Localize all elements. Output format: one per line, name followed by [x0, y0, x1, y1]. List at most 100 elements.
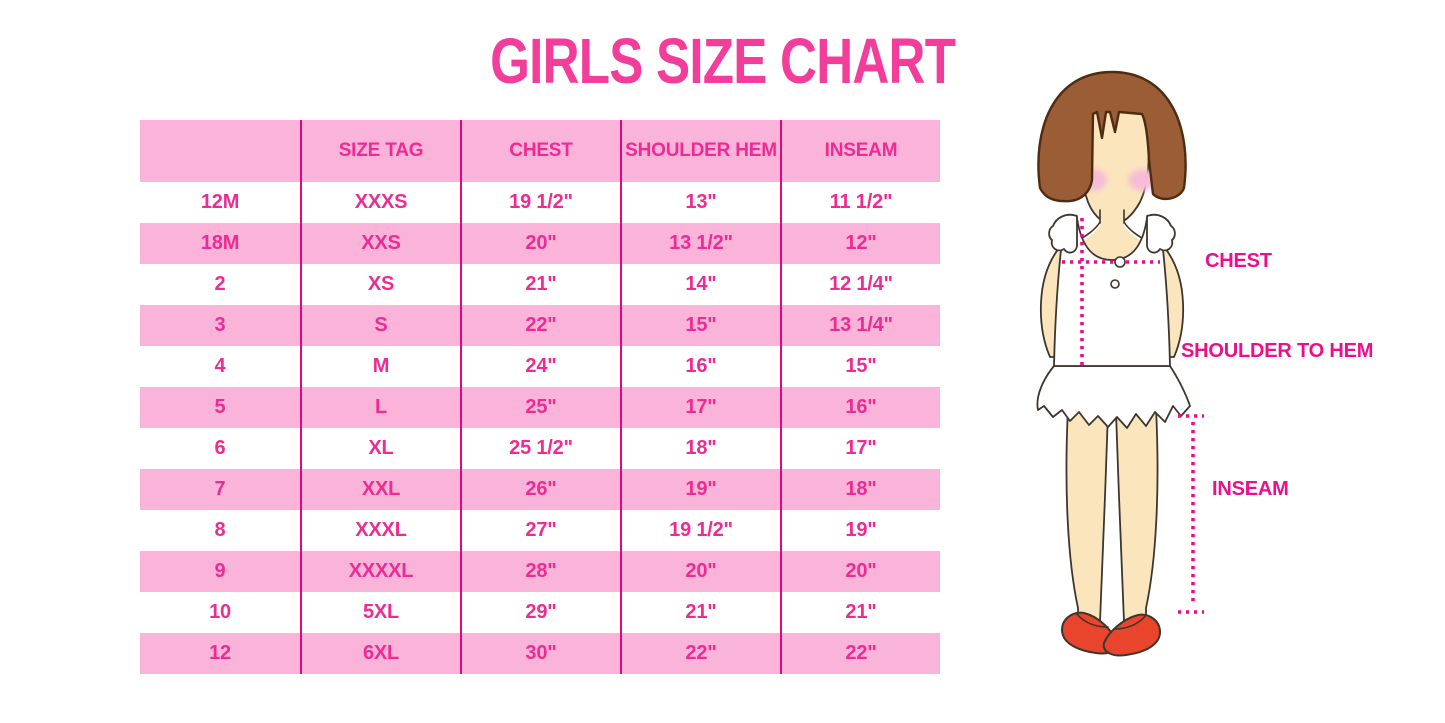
column-header [140, 120, 300, 182]
table-cell: 18" [780, 469, 940, 510]
table-cell: S [300, 305, 460, 346]
left-shoe-strap [1075, 612, 1109, 628]
column-header: SIZE TAG [300, 120, 460, 182]
inseam-line [1178, 414, 1204, 614]
table-row: 9 XXXXL 28" 20" 20" [140, 551, 940, 592]
page-title-text: GIRLS SIZE CHART [489, 25, 956, 97]
left-ruffle [1048, 213, 1078, 254]
table-cell: 27" [460, 510, 620, 551]
table-cell: 10 [209, 601, 231, 623]
table-cell: 22" [460, 305, 620, 346]
table-cell: XS [300, 264, 460, 305]
table-cell: XXL [300, 469, 460, 510]
right-shoe [1102, 613, 1161, 657]
column-header: CHEST [460, 120, 620, 182]
table-cell: XXS [300, 223, 460, 264]
table-cell: 28" [460, 551, 620, 592]
table-cell: M [300, 346, 460, 387]
table-row: 6 XL 25 1/2" 18" 17" [140, 428, 940, 469]
table-row: 2 XS 21" 14" 12 1/4" [140, 264, 940, 305]
table-cell: 5XL [300, 592, 460, 633]
table-cell: 19 1/2" [460, 182, 620, 223]
table-cell: 9 [214, 560, 226, 582]
table-row: 7 XXL 26" 19" 18" [140, 469, 940, 510]
table-cell: 24" [460, 346, 620, 387]
table-cell: 12 1/4" [780, 264, 940, 305]
table-cell: 5 [214, 396, 226, 418]
table-header-row: SIZE TAG CHEST SHOULDER HEM INSEAM [140, 120, 940, 182]
table-cell: 21" [780, 592, 940, 633]
table-row: 3 S 22" 15" 13 1/4" [140, 305, 940, 346]
table-cell: 26" [460, 469, 620, 510]
top-button [1114, 256, 1126, 268]
table-row: 18M XXS 20" 13 1/2" 12" [140, 223, 940, 264]
table-cell: 8 [214, 519, 226, 541]
table-cell: XXXS [300, 182, 460, 223]
table-cell: 29" [460, 592, 620, 633]
table-cell: 15" [780, 346, 940, 387]
right-leg [1115, 407, 1159, 623]
right-cheek [1128, 169, 1156, 191]
neck-outline [1071, 209, 1153, 245]
table-cell: 19 1/2" [620, 510, 780, 551]
girl-top [1053, 217, 1171, 367]
table-cell: 19" [780, 510, 940, 551]
table-cell: 14" [620, 264, 780, 305]
table-cell: XXXL [300, 510, 460, 551]
table-cell: L [300, 387, 460, 428]
table-cell: XL [300, 428, 460, 469]
table-cell: 30" [460, 633, 620, 674]
table-cell: 6 [214, 437, 226, 459]
table-cell: 18M [200, 232, 240, 254]
table-cell: 15" [620, 305, 780, 346]
table-row: 10 5XL 29" 21" 21" [140, 592, 940, 633]
table-cell: 20" [620, 551, 780, 592]
column-header: INSEAM [780, 120, 940, 182]
table-cell: 12" [780, 223, 940, 264]
table-cell: 20" [460, 223, 620, 264]
table-cell: 13 1/4" [780, 305, 940, 346]
girl-skirt [1036, 365, 1191, 429]
bottom-button [1110, 279, 1120, 289]
table-cell: 13 1/2" [620, 223, 780, 264]
table-cell: 2 [214, 273, 226, 295]
table-cell: 17" [620, 387, 780, 428]
measurement-figure: CHEST SHOULDER TO HEM INSEAM [1020, 60, 1445, 705]
table-cell: 16" [780, 387, 940, 428]
left-leg [1065, 407, 1109, 623]
table-cell: 6XL [300, 633, 460, 674]
table-body: 12M XXXS 19 1/2" 13" 11 1/2" 18M XXS 20" 13 1/2"… [140, 182, 940, 674]
table-cell: 17" [780, 428, 940, 469]
table-cell: 11 1/2" [780, 182, 940, 223]
right-ruffle [1146, 213, 1176, 254]
table-row: 5 L 25" 17" 16" [140, 387, 940, 428]
inseam-label: INSEAM [1212, 478, 1289, 500]
girl-illustration [1036, 70, 1204, 657]
table-cell: 16" [620, 346, 780, 387]
girl-hair [1037, 70, 1187, 203]
table-row: 8 XXXL 27" 19 1/2" 19" [140, 510, 940, 551]
table-cell: 19" [620, 469, 780, 510]
chest-label: CHEST [1205, 250, 1272, 272]
table-cell: 22" [620, 633, 780, 674]
girl-neck [1070, 208, 1154, 262]
table-row: 4 M 24" 16" 15" [140, 346, 940, 387]
page-title: GIRLS SIZE CHART [0, 24, 1445, 98]
table-cell: 18" [620, 428, 780, 469]
column-header: SHOULDER HEM [620, 120, 780, 182]
table-cell: 21" [460, 264, 620, 305]
size-table: SIZE TAG CHEST SHOULDER HEM INSEAM 12M XXXS 1… [140, 120, 940, 674]
table-cell: 12M [200, 191, 240, 213]
table-row: 12M XXXS 19 1/2" 13" 11 1/2" [140, 182, 940, 223]
table-cell: 12 [209, 642, 231, 664]
table-cell: 13" [620, 182, 780, 223]
table-cell: 3 [214, 314, 226, 336]
table-cell: 20" [780, 551, 940, 592]
table-cell: 22" [780, 633, 940, 674]
table-cell: 21" [620, 592, 780, 633]
table-cell: 7 [214, 478, 226, 500]
shoulder-to-hem-label: SHOULDER TO HEM [1181, 340, 1374, 362]
table-cell: 25" [460, 387, 620, 428]
table-row: 12 6XL 30" 22" 22" [140, 633, 940, 674]
